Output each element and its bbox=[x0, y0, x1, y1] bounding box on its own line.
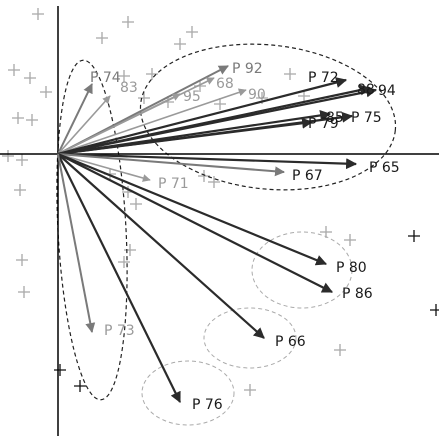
arrow-p76 bbox=[57, 153, 181, 403]
plus-marker bbox=[320, 226, 332, 238]
arrow-p83 bbox=[57, 95, 111, 155]
label-p92: P 92 bbox=[232, 61, 263, 77]
vector-labels: P 74 83 P 92 68 90 95 P 72 88 94 85 P 75… bbox=[90, 61, 400, 413]
cluster-ellipse-top bbox=[139, 43, 397, 191]
plus-marker bbox=[32, 8, 44, 20]
arrow-p71 bbox=[57, 153, 151, 182]
plus-marker bbox=[430, 304, 439, 316]
plus-marker bbox=[74, 380, 86, 392]
plus-marker bbox=[16, 254, 28, 266]
arrow-p94 bbox=[57, 86, 378, 156]
label-p94: 94 bbox=[378, 83, 396, 99]
plus-marker bbox=[138, 92, 150, 104]
plus-marker bbox=[122, 16, 134, 28]
label-p68: 68 bbox=[216, 76, 234, 92]
plus-marker bbox=[298, 90, 310, 102]
plus-marker bbox=[214, 98, 226, 110]
plus-marker bbox=[130, 198, 142, 210]
plus-marker bbox=[408, 230, 420, 242]
arrow-p90 bbox=[57, 88, 247, 155]
label-p73: P 73 bbox=[104, 323, 135, 339]
cluster-ellipse-p76 bbox=[141, 360, 235, 426]
loading-vectors bbox=[57, 65, 378, 403]
plus-marker bbox=[26, 114, 38, 126]
plus-marker bbox=[244, 384, 256, 396]
label-p83: 83 bbox=[120, 80, 138, 96]
arrow-p67 bbox=[57, 153, 285, 177]
arrow-p73 bbox=[57, 153, 96, 333]
plus-marker bbox=[12, 112, 24, 124]
plus-marker bbox=[16, 154, 28, 166]
plus-marker bbox=[8, 64, 20, 76]
label-p66: P 66 bbox=[275, 334, 306, 350]
plus-marker bbox=[96, 32, 108, 44]
label-p75: P 75 bbox=[351, 110, 382, 126]
arrow-p65 bbox=[57, 152, 358, 170]
label-p95: 95 bbox=[183, 89, 201, 105]
label-p74: P 74 bbox=[90, 70, 121, 86]
arrow-p74 bbox=[57, 83, 93, 155]
plus-marker bbox=[2, 150, 14, 162]
arrow-p72 bbox=[57, 77, 348, 156]
plus-marker bbox=[24, 72, 36, 84]
plus-marker bbox=[118, 256, 130, 268]
plus-marker bbox=[208, 176, 220, 188]
label-p85: 85 bbox=[326, 110, 344, 126]
plus-marker bbox=[146, 68, 158, 80]
cluster-ellipse-left bbox=[56, 59, 128, 401]
plus-marker bbox=[118, 70, 130, 82]
plus-marker bbox=[54, 364, 66, 376]
observation-markers bbox=[2, 8, 439, 396]
arrow-p86 bbox=[57, 153, 333, 293]
plus-marker bbox=[124, 244, 136, 256]
arrow-p95 bbox=[57, 93, 181, 155]
label-p80: P 80 bbox=[336, 260, 367, 276]
plus-marker bbox=[284, 68, 296, 80]
plus-marker bbox=[40, 86, 52, 98]
label-p67: P 67 bbox=[292, 168, 323, 184]
label-p72: P 72 bbox=[308, 70, 339, 86]
cluster-ellipse-p66 bbox=[203, 307, 297, 369]
label-p86: P 86 bbox=[342, 286, 373, 302]
plus-marker bbox=[14, 184, 26, 196]
plus-marker bbox=[334, 344, 346, 356]
plus-marker bbox=[174, 38, 186, 50]
label-p76: P 76 bbox=[192, 397, 223, 413]
plus-marker bbox=[198, 170, 210, 182]
label-p90: 90 bbox=[248, 87, 266, 103]
plus-marker bbox=[344, 234, 356, 246]
label-p71: P 71 bbox=[158, 176, 189, 192]
plus-marker bbox=[18, 286, 30, 298]
arrow-p80 bbox=[57, 152, 328, 266]
cluster-ellipse-p80-p86 bbox=[251, 231, 353, 309]
plus-marker bbox=[186, 26, 198, 38]
arrow-p79 bbox=[57, 117, 314, 156]
arrow-p66 bbox=[57, 153, 265, 339]
label-p79: P 79 bbox=[308, 116, 339, 132]
label-p88: 88 bbox=[357, 82, 375, 98]
label-p65: P 65 bbox=[369, 160, 400, 176]
